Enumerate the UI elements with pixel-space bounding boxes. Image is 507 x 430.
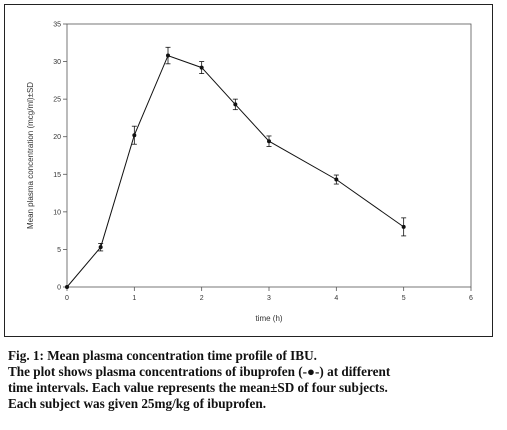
- data-point: [199, 65, 204, 70]
- x-axis-title: time (h): [255, 314, 282, 323]
- y-axis-title: Mean plasma concentration (mcg/ml)±SD: [26, 82, 35, 229]
- data-point: [132, 133, 137, 138]
- data-point: [233, 102, 238, 107]
- x-tick-label: 1: [132, 295, 136, 302]
- data-point: [267, 139, 271, 144]
- series-line: [66, 54, 404, 288]
- data-point: [401, 224, 406, 229]
- y-tick-label: 5: [57, 247, 61, 254]
- caption-line-2: The plot shows plasma concentrations of …: [8, 364, 391, 379]
- y-tick-label: 30: [53, 59, 61, 66]
- y-tick-label: 25: [53, 97, 61, 104]
- data-point: [65, 285, 69, 289]
- data-point: [334, 177, 339, 182]
- y-tick-label: 10: [53, 209, 61, 216]
- figure-caption: Fig. 1: Mean plasma concentration time p…: [8, 348, 500, 412]
- y-tick-label: 35: [53, 22, 61, 29]
- caption-line-1: Fig. 1: Mean plasma concentration time p…: [8, 348, 317, 363]
- data-point: [166, 53, 170, 58]
- y-tick-label: 15: [53, 172, 61, 179]
- caption-line-3: time intervals. Each value represents th…: [8, 380, 388, 395]
- x-tick-label: 6: [469, 295, 473, 302]
- y-tick-label: 20: [53, 134, 61, 141]
- plasma-concentration-chart: 0 5 10 15 20 25 30 35 0 1 2 3 4 5 6 time (h) Mean plasma…: [26, 22, 473, 324]
- figure-frame: 0 5 10 15 20 25 30 35 0 1 2 3 4 5 6 time (h) Mean plasma…: [4, 4, 493, 337]
- x-tick-label: 0: [65, 295, 69, 302]
- data-point: [98, 245, 103, 250]
- x-tick-label: 2: [200, 295, 204, 302]
- x-tick-label: 3: [267, 295, 271, 302]
- caption-line-4: Each subject was given 25mg/kg of ibupro…: [8, 396, 267, 411]
- x-tick-label: 4: [334, 295, 338, 302]
- y-tick-label: 0: [57, 285, 61, 292]
- plot-area-border: [66, 23, 472, 288]
- x-tick-label: 5: [402, 295, 406, 302]
